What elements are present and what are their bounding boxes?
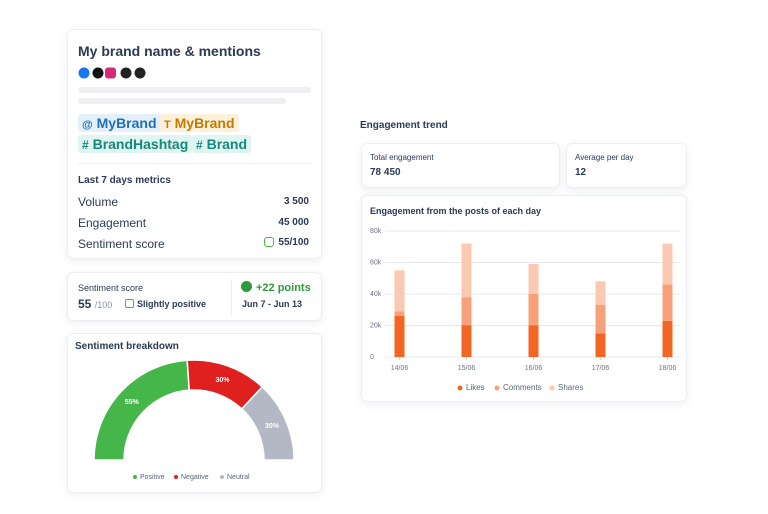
metric-label: Engagement: [78, 216, 147, 230]
kpi-card: Average per day 12: [566, 143, 687, 188]
kpi-value: 12: [575, 167, 587, 178]
kpi-label: Total engagement: [370, 153, 434, 162]
divider: [231, 279, 232, 315]
kpi-card: Total engagement 78 450: [361, 143, 560, 188]
brand-card: My brand name & mentions @ MyBrand T MyB…: [67, 29, 322, 259]
metric-value: 55/100: [264, 237, 309, 248]
tag: T MyBrand: [160, 114, 239, 132]
label: Sentiment score: [78, 283, 144, 293]
section-title: Engagement trend: [360, 120, 448, 131]
change: +22 points: [241, 281, 311, 294]
skeleton: [78, 87, 311, 93]
metric-label: Sentiment score: [78, 237, 165, 251]
divider: [78, 163, 311, 164]
sentiment-card: Sentiment score 55 /100 Slightly positiv…: [67, 272, 322, 321]
chart-title: Sentiment breakdown: [75, 341, 179, 352]
chart-card: Engagement from the posts of each day: [361, 195, 687, 402]
chart-title: Engagement from the posts of each day: [370, 206, 542, 216]
kpi-value: 78 450: [370, 167, 401, 178]
score: 55 /100: [78, 297, 113, 311]
tag: # Brand: [192, 135, 252, 153]
metric-value: 3 500: [283, 196, 309, 207]
period: Jun 7 - Jun 13: [242, 299, 303, 309]
metric-value: 45 000: [278, 217, 309, 228]
tag: # BrandHashtag: [78, 135, 193, 153]
metric-label: Volume: [78, 195, 119, 209]
breakdown-card: Sentiment breakdown: [67, 333, 322, 493]
social-icons: [78, 67, 146, 79]
skeleton: [78, 98, 286, 104]
tag: @ MyBrand: [78, 114, 161, 132]
status: Slightly positive: [125, 299, 206, 309]
kpi-label: Average per day: [575, 153, 634, 162]
metrics-title: Last 7 days metrics: [78, 175, 171, 186]
card-title: My brand name & mentions: [78, 43, 261, 59]
